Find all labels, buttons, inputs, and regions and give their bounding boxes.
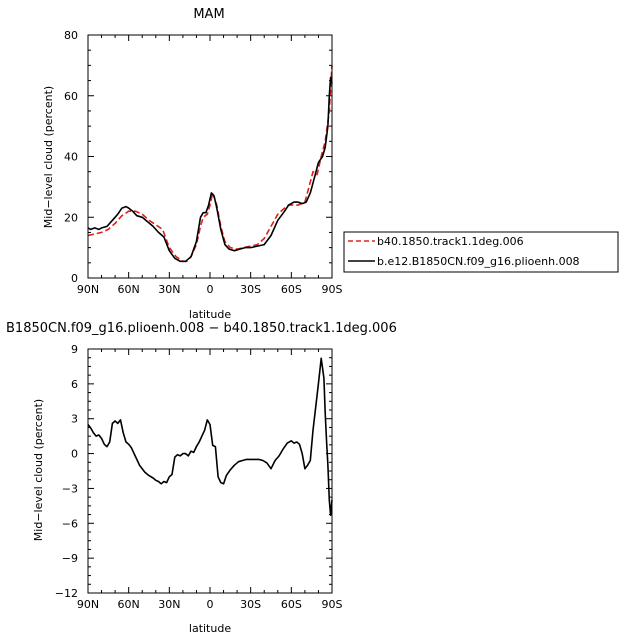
legend-label-series-1: b40.1850.track1.1deg.006 <box>377 235 524 248</box>
bottom-chart-frame <box>87 348 333 594</box>
bottom-chart-x-tick-label: 30N <box>158 598 180 611</box>
top-chart-y-tick-label: 0 <box>71 272 78 285</box>
bottom-chart-x-tick-label: 60S <box>281 598 302 611</box>
bottom-chart-x-tick-label: 90N <box>77 598 99 611</box>
top-chart-title: MAM <box>193 7 224 22</box>
top-chart-frame <box>87 34 333 279</box>
top-chart: MAM Mid−level cloud (percent) latitude 9… <box>42 7 343 321</box>
bottom-chart-x-tick-label: 30S <box>240 598 261 611</box>
top-chart-series <box>87 65 333 263</box>
bottom-chart-y-tick-label: −12 <box>55 587 78 600</box>
bottom-chart: B1850CN.f09_g16.plioenh.008 − b40.1850.t… <box>6 321 397 635</box>
top-chart-y-tick-label: 20 <box>64 211 78 224</box>
top-chart-x-tick-label: 60S <box>281 283 302 296</box>
bottom-chart-y-tick-label: 9 <box>71 343 78 356</box>
top-chart-series-line-1 <box>87 65 333 263</box>
top-chart-ticks <box>87 34 333 279</box>
bottom-chart-y-tick-label: 6 <box>71 378 78 391</box>
bottom-chart-xlabel: latitude <box>189 622 231 635</box>
bottom-chart-x-tick-label: 90S <box>322 598 343 611</box>
legend-label-series-2: b.e12.B1850CN.f09_g16.plioenh.008 <box>377 255 580 268</box>
top-chart-tick-labels: 90N 60N 30N 0 30S 60S 90S 0 20 40 60 80 <box>64 29 343 296</box>
bottom-chart-x-tick-label: 60N <box>118 598 140 611</box>
bottom-chart-ylabel: Mid−level cloud (percent) <box>32 399 45 541</box>
bottom-chart-series <box>87 357 333 517</box>
bottom-chart-tick-labels: 90N 60N 30N 0 30S 60S 90S −12 −9 −6 −3 0 3 6 9 <box>55 343 343 611</box>
legend-box <box>343 231 619 273</box>
top-chart-xlabel: latitude <box>189 308 231 321</box>
bottom-chart-y-tick-label: 3 <box>71 413 78 426</box>
top-chart-ylabel: Mid−level cloud (percent) <box>42 86 55 228</box>
top-chart-x-tick-label: 90N <box>77 283 99 296</box>
bottom-chart-title: B1850CN.f09_g16.plioenh.008 − b40.1850.t… <box>6 321 397 336</box>
top-chart-x-tick-label: 0 <box>207 283 214 296</box>
top-chart-x-tick-label: 60N <box>118 283 140 296</box>
top-chart-series-line-2 <box>87 76 333 263</box>
bottom-chart-x-tick-label: 0 <box>207 598 214 611</box>
top-chart-y-tick-label: 60 <box>64 90 78 103</box>
top-chart-x-tick-label: 30S <box>240 283 261 296</box>
bottom-chart-y-tick-label: −6 <box>62 517 78 530</box>
bottom-chart-y-tick-label: −3 <box>62 482 78 495</box>
top-chart-y-tick-label: 40 <box>64 151 78 164</box>
bottom-chart-y-tick-label: 0 <box>71 448 78 461</box>
bottom-chart-ticks <box>87 348 333 594</box>
bottom-chart-series-line-1 <box>87 357 333 517</box>
legend: b40.1850.track1.1deg.006 b.e12.B1850CN.f… <box>343 231 619 273</box>
top-chart-x-tick-label: 90S <box>322 283 343 296</box>
bottom-chart-y-tick-label: −9 <box>62 552 78 565</box>
top-chart-x-tick-label: 30N <box>158 283 180 296</box>
top-chart-y-tick-label: 80 <box>64 29 78 42</box>
